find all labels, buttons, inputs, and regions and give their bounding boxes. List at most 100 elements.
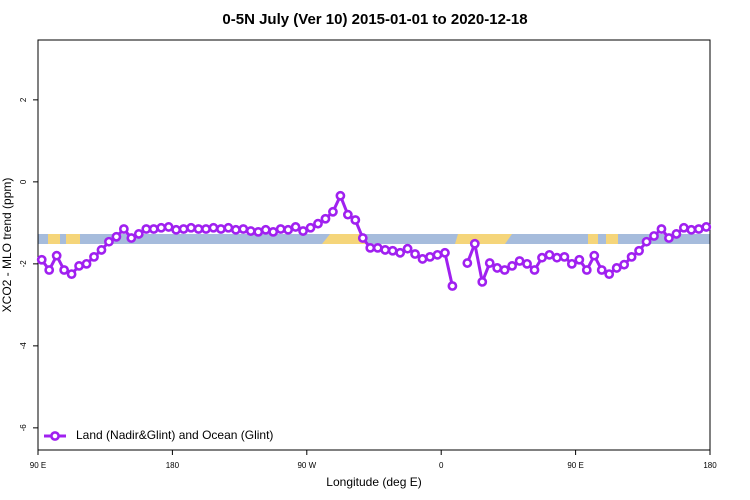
data-point [59, 265, 70, 275]
data-point [201, 224, 211, 234]
x-tick-label: 180 [703, 461, 717, 470]
data-point [118, 224, 129, 234]
data-point [36, 254, 47, 265]
data-point [387, 245, 398, 256]
data-point [537, 252, 547, 263]
x-tick-label: 90 E [30, 461, 46, 470]
data-point [253, 226, 264, 237]
data-point [96, 245, 107, 255]
data-point [216, 224, 226, 234]
data-point [686, 224, 697, 235]
data-point [44, 265, 55, 275]
data-point [350, 215, 361, 225]
data-point [552, 252, 562, 263]
data-point [283, 224, 294, 235]
data-point [589, 250, 600, 261]
legend-marker [50, 431, 60, 441]
data-point [223, 222, 234, 233]
data-point [245, 226, 256, 236]
y-axis-label: XCO2 - MLO trend (ppm) [0, 178, 14, 313]
data-point [365, 242, 376, 253]
data-point [305, 222, 316, 233]
data-point [477, 276, 488, 287]
data-point [171, 224, 182, 235]
data-point [372, 242, 383, 253]
data-point [604, 269, 615, 280]
data-point [342, 209, 353, 220]
data-point [484, 258, 495, 268]
data-point [417, 254, 428, 264]
data-point [425, 251, 435, 262]
data-point [641, 236, 652, 247]
legend-label: Land (Nadir&Glint) and Ocean (Glint) [76, 428, 273, 442]
y-tick-label: 2 [19, 97, 28, 102]
data-point [469, 238, 480, 249]
data-point [522, 258, 532, 269]
x-tick-label: 90 E [567, 461, 583, 470]
data-point [671, 229, 682, 239]
data-point [395, 247, 406, 258]
data-point [74, 261, 84, 271]
data-point [701, 222, 712, 232]
data-point [81, 258, 92, 269]
data-point [260, 224, 271, 235]
data-point [328, 206, 338, 217]
data-point [51, 250, 62, 261]
data-point [664, 233, 674, 243]
data-point [566, 258, 577, 269]
data-point [634, 245, 644, 256]
data-point [581, 265, 592, 275]
data-point [447, 281, 458, 291]
data-point [111, 231, 122, 242]
data-point [268, 226, 279, 237]
y-tick-label: -4 [19, 342, 28, 350]
data-point [126, 233, 137, 243]
data-point [178, 224, 189, 234]
data-point [298, 226, 308, 236]
data-point [186, 222, 196, 233]
plot-frame [37, 39, 711, 451]
data-point [611, 263, 622, 273]
data-point [574, 254, 585, 265]
y-tick-label: 0 [19, 179, 28, 184]
data-point [492, 263, 503, 273]
data-point [335, 190, 346, 201]
x-tick-label: 180 [166, 461, 180, 470]
data-point [529, 265, 540, 275]
data-point [544, 249, 555, 260]
data-point [193, 224, 204, 234]
x-tick-label: 0 [439, 461, 444, 470]
x-tick-label: 90 W [297, 461, 316, 470]
data-point [619, 259, 630, 270]
data-point [499, 265, 510, 275]
data-point [156, 222, 167, 233]
data-point [275, 224, 286, 234]
data-point [507, 261, 518, 271]
data-point [514, 256, 525, 266]
data-point [357, 233, 368, 243]
data-point [148, 224, 159, 234]
data-point [163, 222, 174, 232]
data-point [141, 224, 152, 234]
data-point [402, 243, 413, 254]
data-point [410, 249, 420, 259]
data-point [320, 213, 331, 224]
data-point [596, 265, 607, 275]
data-point [230, 224, 241, 235]
data-point [313, 218, 323, 229]
data-point [626, 251, 637, 262]
data-point [208, 222, 219, 233]
chart-title: 0-5N July (Ver 10) 2015-01-01 to 2020-12… [222, 11, 527, 28]
data-point [432, 249, 443, 260]
data-point [133, 229, 144, 239]
data-point [238, 224, 249, 234]
y-tick-label: -6 [19, 424, 28, 432]
y-tick-label: -2 [19, 260, 28, 268]
data-point [462, 258, 473, 268]
data-point [656, 224, 667, 234]
data-point [89, 251, 99, 262]
data-point [380, 245, 391, 255]
data-point [649, 231, 659, 241]
data-point [678, 222, 689, 233]
